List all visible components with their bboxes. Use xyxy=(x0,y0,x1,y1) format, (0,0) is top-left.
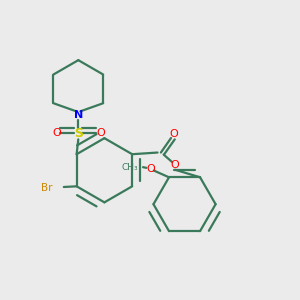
Text: N: N xyxy=(74,110,83,120)
Text: O: O xyxy=(171,160,179,170)
Text: O: O xyxy=(169,129,178,139)
Text: CH₃: CH₃ xyxy=(122,163,139,172)
Text: S: S xyxy=(74,127,83,140)
Text: Br: Br xyxy=(41,183,52,193)
Text: O: O xyxy=(146,164,155,174)
Text: O: O xyxy=(52,128,61,138)
Text: O: O xyxy=(96,128,105,138)
